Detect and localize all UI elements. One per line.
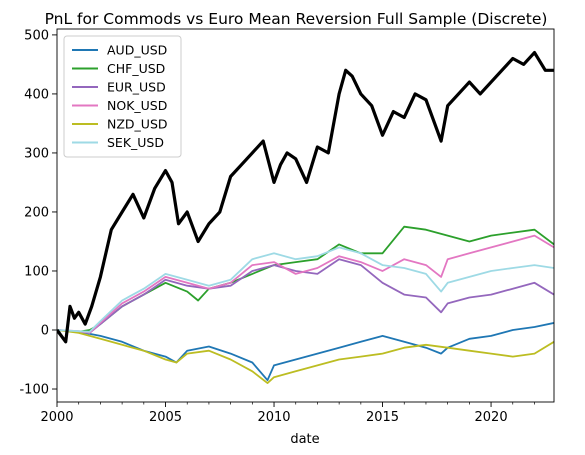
y-tick-label: 400: [24, 87, 49, 102]
x-tick-label: 2015: [366, 410, 399, 425]
series-line-total: [57, 50, 554, 344]
legend-label-aud-usd: AUD_USD: [107, 43, 167, 58]
legend-label-chf-usd: CHF_USD: [107, 61, 165, 76]
plot-frame: [56, 28, 555, 403]
legend-label-eur-usd: EUR_USD: [107, 80, 166, 95]
chart-title: PnL for Commods vs Euro Mean Reversion F…: [45, 10, 548, 28]
plot-lines: [57, 50, 554, 385]
x-tick-label: 2005: [149, 410, 182, 425]
x-tick-label: 2010: [257, 410, 290, 425]
y-tick-label: 100: [24, 264, 49, 279]
y-axis: -100 0 100 200 300 400 500: [19, 28, 57, 398]
y-tick-label: -100: [19, 383, 49, 398]
series-line-chf-usd: [57, 225, 554, 333]
x-axis-label: date: [290, 432, 319, 447]
y-tick-label: 200: [24, 205, 49, 220]
y-tick-label: 0: [41, 323, 49, 338]
legend-label-nzd-usd: NZD_USD: [107, 117, 168, 132]
legend-label-sek-usd: SEK_USD: [107, 135, 164, 150]
y-tick-label: 500: [24, 28, 49, 43]
legend-box: [63, 35, 182, 158]
legend: AUD_USD CHF_USD EUR_USD NOK_USD NZD_USD SEK_U…: [63, 35, 182, 158]
legend-label-nok-usd: NOK_USD: [107, 98, 167, 113]
series-line-nzd-usd: [57, 329, 554, 385]
x-tick-label: 2000: [40, 410, 73, 425]
x-tick-label: 2020: [475, 410, 508, 425]
series-line-eur-usd: [57, 258, 554, 334]
series-line-nok-usd: [57, 234, 554, 334]
x-axis: 2000 2005 2010 2015 2020: [40, 402, 535, 425]
series-line-sek-usd: [57, 246, 554, 333]
y-tick-label: 300: [24, 146, 49, 161]
